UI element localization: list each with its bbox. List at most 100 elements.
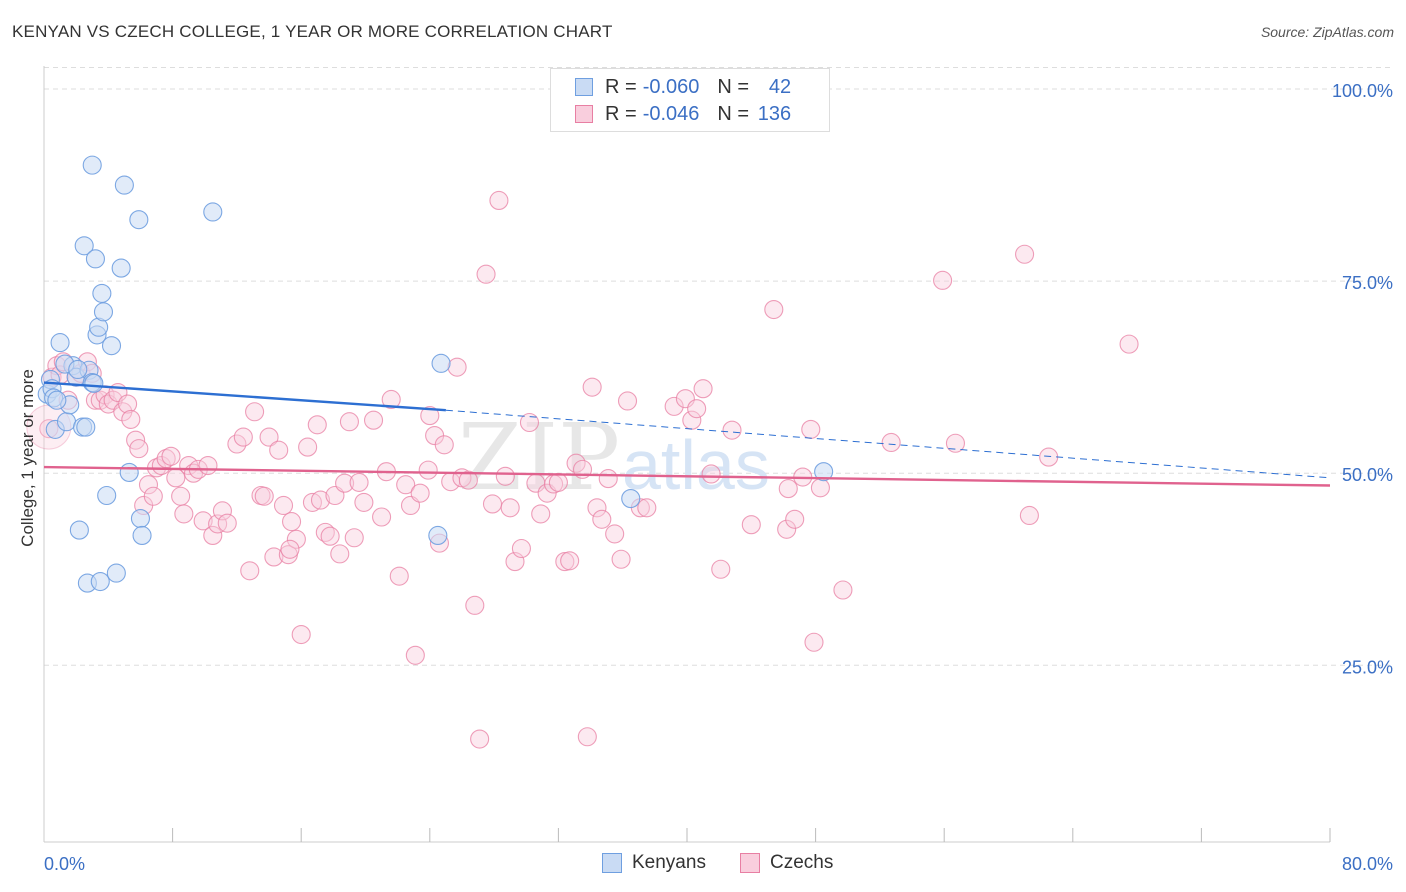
czech-point xyxy=(548,472,568,492)
czech-point xyxy=(280,539,300,559)
czech-point xyxy=(785,509,805,529)
czech-point xyxy=(335,473,355,493)
kenyan-point xyxy=(132,525,152,545)
czech-point xyxy=(129,439,149,459)
kenyan-point xyxy=(97,485,117,506)
czech-swatch xyxy=(575,105,593,123)
czech-point xyxy=(470,729,490,749)
legend-row-kenyans: R = -0.060 N = 42 xyxy=(575,75,791,99)
czech-point xyxy=(833,580,853,600)
czech-point xyxy=(269,440,289,460)
czech-point xyxy=(1019,505,1039,526)
czech-point xyxy=(500,498,520,518)
czech-point xyxy=(582,377,602,397)
kenyan-point xyxy=(93,302,114,322)
czech-trend-line xyxy=(43,465,1331,487)
kenyan-point xyxy=(76,417,96,437)
czech-point xyxy=(320,526,340,546)
czech-point xyxy=(410,483,430,503)
czech-point xyxy=(447,357,467,377)
kenyan-r-label: R = xyxy=(605,75,637,98)
czech-point xyxy=(396,475,416,495)
kenyan-point xyxy=(814,462,834,482)
czech-point xyxy=(310,490,331,510)
kenyan-point xyxy=(74,236,94,256)
czech-point xyxy=(598,469,618,489)
czech-point xyxy=(203,525,223,545)
czech-point xyxy=(233,427,253,447)
kenyan-point xyxy=(130,508,150,529)
kenyan-r-value: -0.060 xyxy=(642,75,700,98)
czech-point xyxy=(637,498,657,518)
czech-point xyxy=(372,507,392,527)
czech-point xyxy=(711,559,731,579)
czech-point xyxy=(804,632,824,652)
kenyan-point xyxy=(68,359,88,380)
kenyan-point xyxy=(621,489,641,509)
kenyan-point xyxy=(50,333,70,353)
legend-item-kenyans[interactable]: Kenyans xyxy=(602,852,706,874)
kenyan-point xyxy=(106,563,126,583)
czech-point xyxy=(777,519,797,539)
kenyan-point xyxy=(119,462,139,482)
czech-point xyxy=(722,420,742,440)
czech-point xyxy=(273,495,294,516)
czech-point xyxy=(592,509,612,529)
czech-point xyxy=(810,478,830,498)
kenyan-point xyxy=(114,175,134,195)
czech-point xyxy=(405,645,425,665)
czech-point xyxy=(1039,447,1059,467)
czech-point xyxy=(171,486,191,506)
kenyans-legend-label: Kenyans xyxy=(632,852,706,873)
czech-point xyxy=(381,389,401,409)
trend-lines xyxy=(43,381,1331,487)
czech-point xyxy=(495,466,515,486)
czech-point xyxy=(302,492,323,512)
x-tick-label: 0.0% xyxy=(44,854,85,874)
czech-point xyxy=(264,547,284,567)
kenyan-point xyxy=(431,353,451,373)
czech-point xyxy=(617,391,638,411)
czech-point xyxy=(434,435,454,455)
correlation-legend: R = -0.060 N = 42 R = -0.046 N = 136 xyxy=(550,68,830,132)
y-tick-label: 100.0% xyxy=(1332,81,1393,101)
czech-point xyxy=(605,524,625,544)
czech-point xyxy=(482,494,503,514)
czech-point xyxy=(1119,334,1139,354)
kenyan-point xyxy=(82,155,102,175)
legend-row-czechs: R = -0.046 N = 136 xyxy=(575,102,791,126)
czech-point xyxy=(245,402,265,422)
czech-point xyxy=(531,504,551,524)
czech-point xyxy=(389,566,409,586)
czech-point xyxy=(161,446,181,466)
czech-point xyxy=(778,479,798,499)
czech-point xyxy=(611,549,631,569)
czech-point xyxy=(577,727,597,747)
y-axis-label: College, 1 year or more xyxy=(18,369,37,547)
czech-n-label: N = xyxy=(717,102,750,125)
legend-item-czechs[interactable]: Czechs xyxy=(740,852,833,874)
czech-point xyxy=(174,504,194,524)
czech-point xyxy=(298,437,318,457)
source-label: Source: ZipAtlas.com xyxy=(1260,24,1394,40)
czech-point xyxy=(349,472,369,492)
czech-point xyxy=(420,406,440,426)
czech-point xyxy=(664,396,684,416)
y-tick-label: 50.0% xyxy=(1342,465,1393,485)
czech-point xyxy=(339,412,359,432)
watermark: ZIP atlas xyxy=(458,404,770,511)
kenyan-trend-line xyxy=(43,381,446,412)
czech-point xyxy=(212,501,232,521)
czech-point xyxy=(489,190,509,211)
czech-point xyxy=(701,464,721,484)
czech-point xyxy=(945,433,966,453)
kenyan-point xyxy=(101,336,122,356)
czech-point xyxy=(156,449,176,469)
kenyan-trend-extension xyxy=(445,409,1331,479)
watermark-atlas: atlas xyxy=(622,426,770,504)
czech-point xyxy=(511,538,531,559)
czech-point xyxy=(465,595,485,615)
czech-point xyxy=(764,300,784,320)
czech-point xyxy=(560,551,580,571)
